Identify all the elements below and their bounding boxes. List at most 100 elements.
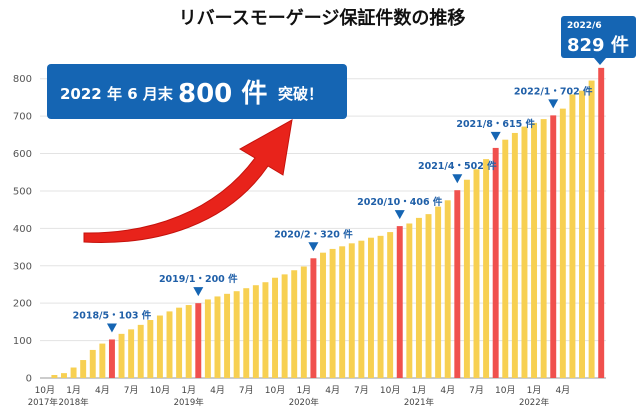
- x-tick-label: 10月: [35, 385, 55, 396]
- bar-milestone: [310, 258, 317, 378]
- bar: [339, 246, 346, 378]
- bar-milestone: [396, 226, 403, 378]
- bar: [406, 223, 413, 378]
- x-tick-label: 10月: [265, 385, 285, 396]
- bar: [80, 360, 87, 378]
- bar: [435, 206, 442, 378]
- annotation-marker: [490, 131, 501, 141]
- bars: [51, 67, 605, 379]
- x-tick-label: 1月: [181, 385, 196, 396]
- bar: [320, 252, 326, 378]
- x-year-label: 2019年: [174, 397, 205, 408]
- chart-title: リバースモーゲージ保証件数の推移: [179, 7, 466, 29]
- x-tick-label: 1月: [296, 385, 311, 396]
- x-tick-label: 4月: [325, 385, 340, 396]
- x-year-label: 2021年: [404, 397, 435, 408]
- x-tick-label: 7月: [354, 385, 369, 396]
- latest-callout: 2022/6 829 件: [561, 16, 636, 65]
- bar: [511, 132, 518, 378]
- bar: [579, 90, 585, 379]
- x-axis: 10月 1月 4月 7月 10月 1月 4月 7月 10月 1月 4月 7月 10月 1月 4月 7月 10月 1…: [28, 385, 570, 408]
- x-tick-label: 1月: [527, 385, 542, 396]
- bar: [224, 293, 231, 378]
- milestone-banner: 2022 年 6 月末 800 件 突破！: [47, 64, 347, 119]
- banner-prefix: 2022 年 6 月末: [60, 85, 174, 103]
- bar: [118, 333, 125, 378]
- bar: [291, 270, 298, 378]
- bar: [559, 108, 566, 379]
- y-axis: 0 100 200 300 400 500 600 700 800: [13, 74, 32, 384]
- bar-milestone: [492, 147, 499, 378]
- callout-box: [561, 16, 636, 58]
- bar: [185, 305, 192, 378]
- bar: [473, 169, 480, 378]
- banner-box: [47, 64, 347, 119]
- bar: [233, 291, 240, 378]
- bar: [166, 311, 173, 378]
- annotation-label: 2021/4・502 件: [418, 160, 497, 172]
- growth-arrow: [83, 119, 293, 243]
- bar: [483, 159, 490, 378]
- bar: [463, 179, 470, 378]
- bar: [348, 243, 355, 378]
- bar: [531, 122, 538, 378]
- bar: [358, 240, 365, 378]
- y-tick-label: 100: [13, 336, 32, 347]
- y-tick-label: 600: [13, 149, 32, 160]
- y-tick-label: 300: [13, 261, 32, 272]
- bar: [367, 237, 374, 378]
- y-tick-label: 200: [13, 299, 32, 310]
- bar: [444, 200, 451, 378]
- annotations: 2018/5・103 件 2019/1・200 件 2020/2・320 件 2020…: [73, 85, 593, 333]
- x-year-label: 2017年: [28, 397, 59, 408]
- bar: [156, 315, 163, 378]
- bar: [89, 349, 96, 378]
- bar: [128, 329, 135, 378]
- x-tick-label: 10月: [150, 385, 170, 396]
- bar: [415, 217, 422, 378]
- annotation-marker: [106, 323, 117, 333]
- bar: [377, 235, 384, 378]
- y-tick-label: 500: [13, 186, 32, 197]
- banner-suffix: 突破！: [278, 85, 323, 103]
- bar: [243, 288, 250, 378]
- bar: [252, 285, 259, 378]
- x-tick-label: 10月: [495, 385, 515, 396]
- bar: [204, 299, 211, 378]
- annotation-marker: [548, 99, 559, 109]
- annotation-marker: [394, 210, 405, 220]
- bar-milestone: [454, 190, 461, 378]
- bar: [521, 126, 528, 378]
- annotation-label: 2020/10・406 件: [357, 196, 443, 208]
- y-tick-label: 800: [13, 74, 32, 85]
- bar: [569, 94, 576, 378]
- y-tick-label: 0: [26, 374, 32, 385]
- callout-pointer: [594, 58, 606, 65]
- bar: [540, 119, 547, 378]
- bar: [300, 266, 307, 378]
- bar-milestone: [598, 67, 605, 378]
- x-tick-label: 4月: [210, 385, 225, 396]
- y-tick-label: 700: [13, 112, 32, 123]
- bar: [214, 296, 221, 378]
- x-tick-label: 4月: [95, 385, 110, 396]
- x-year-label: 2018年: [59, 397, 90, 408]
- bar: [281, 274, 288, 378]
- bar: [147, 320, 154, 378]
- bar: [176, 307, 183, 378]
- bar: [329, 248, 336, 378]
- bar-milestone: [195, 303, 202, 378]
- annotation-label: 2018/5・103 件: [73, 309, 152, 321]
- x-tick-label: 1月: [66, 385, 81, 396]
- bar: [137, 324, 144, 378]
- x-tick-label: 4月: [440, 385, 455, 396]
- annotation-marker: [193, 287, 204, 297]
- bar: [425, 214, 432, 378]
- callout-value: 829 件: [567, 34, 629, 56]
- x-tick-label: 1月: [412, 385, 427, 396]
- callout-date: 2022/6: [567, 21, 602, 31]
- annotation-label: 2020/2・320 件: [274, 228, 353, 240]
- bar: [70, 367, 77, 378]
- bar: [262, 282, 269, 378]
